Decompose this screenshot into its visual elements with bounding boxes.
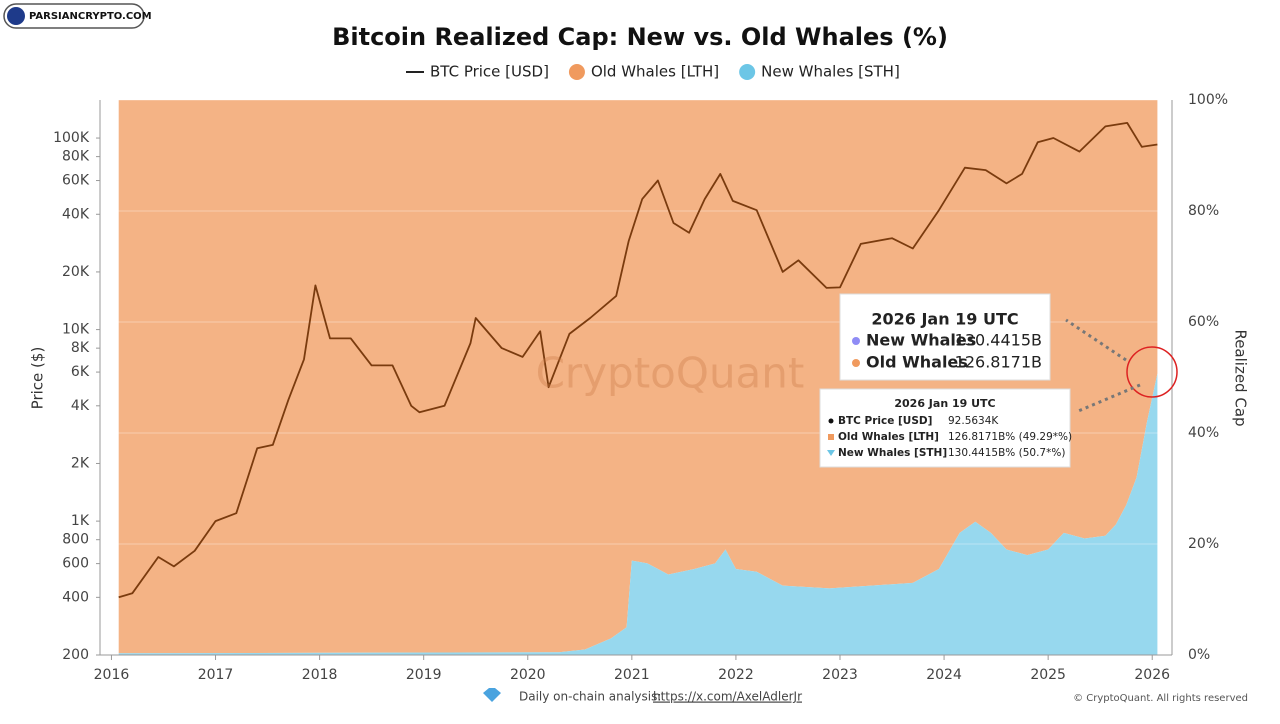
legend-marker bbox=[568, 64, 585, 80]
tooltip-value: 92.5634K bbox=[948, 415, 999, 427]
legend-label: BTC Price [USD] bbox=[430, 63, 549, 81]
tooltip-small bbox=[819, 388, 1071, 468]
tooltip-label: New Whales bbox=[866, 331, 976, 350]
tooltip-date: 2026 Jan 19 UTC bbox=[894, 397, 995, 410]
copyright: © CryptoQuant. All rights reserved bbox=[1073, 693, 1248, 704]
y-tick-label: 10K bbox=[62, 322, 90, 338]
x-tick-label: 2017 bbox=[198, 667, 234, 683]
tooltip-value: 130.4415B bbox=[955, 331, 1042, 350]
tooltip-label: Old Whales [LTH] bbox=[838, 431, 939, 443]
y-tick-label: 800 bbox=[62, 532, 89, 548]
logo-badge bbox=[3, 3, 145, 29]
x-tick-label: 2019 bbox=[406, 667, 442, 683]
footer-text: Daily on-chain analysis: bbox=[519, 690, 661, 704]
tooltip-large bbox=[839, 293, 1051, 381]
logo-text: PARSIANCRYPTO.COM bbox=[29, 11, 152, 22]
annotation: 2026 Jan 19 UTC New Whales 130.4415B Old… bbox=[819, 293, 1178, 468]
line bbox=[118, 122, 1158, 599]
x-tick-label: 2020 bbox=[510, 667, 546, 683]
y2-tick-label: 100% bbox=[1188, 92, 1228, 108]
tooltip-value: 130.4415B% (50.7*%) bbox=[948, 447, 1065, 459]
pointer-arrow bbox=[1075, 383, 1141, 414]
y-tick-label: 8K bbox=[71, 340, 90, 356]
watermark: CryptoQuant bbox=[536, 349, 805, 398]
y-tick-label: 6K bbox=[71, 364, 90, 380]
tooltip-value: 126.8171B% (49.29*%) bbox=[948, 431, 1072, 443]
x-tick-label: 2026 bbox=[1134, 667, 1170, 683]
x-tick-label: 2023 bbox=[822, 667, 858, 683]
tooltip-value: 126.8171B bbox=[955, 353, 1042, 372]
legend-label: Old Whales [LTH] bbox=[591, 63, 719, 81]
area bbox=[118, 100, 1158, 654]
tooltip-date: 2026 Jan 19 UTC bbox=[871, 310, 1018, 329]
y2-tick-label: 40% bbox=[1188, 425, 1219, 441]
legend-marker bbox=[739, 64, 756, 80]
x-tick-label: 2025 bbox=[1030, 667, 1066, 683]
y2-tick-label: 20% bbox=[1188, 536, 1219, 552]
x-tick-label: 2016 bbox=[94, 667, 130, 683]
y-tick-label: 200 bbox=[62, 647, 89, 663]
tooltip-label: BTC Price [USD] bbox=[838, 415, 932, 427]
y2-tick-label: 60% bbox=[1188, 314, 1219, 330]
y-tick-label: 600 bbox=[62, 556, 89, 572]
highlight-circle bbox=[1126, 346, 1178, 398]
y-tick-label: 60K bbox=[62, 173, 90, 189]
tooltip-label: New Whales [STH] bbox=[838, 447, 947, 459]
pointer-arrow bbox=[1065, 318, 1127, 362]
tooltip-dot bbox=[852, 337, 860, 345]
y-tick-label: 20K bbox=[62, 264, 90, 280]
tooltip-label: Old Whales bbox=[866, 353, 968, 372]
y2-tick-label: 0% bbox=[1188, 647, 1210, 663]
footer-icon bbox=[483, 688, 501, 702]
y-axis-label: Price ($) bbox=[29, 347, 47, 410]
x-tick-label: 2021 bbox=[614, 667, 650, 683]
y-tick-label: 2K bbox=[71, 455, 90, 471]
tooltip-dot bbox=[852, 359, 860, 367]
logo-icon bbox=[7, 7, 25, 25]
chart-title: Bitcoin Realized Cap: New vs. Old Whales… bbox=[332, 23, 948, 51]
y-tick-label: 100K bbox=[53, 130, 90, 146]
x-tick-label: 2024 bbox=[926, 667, 962, 683]
footer-link[interactable]: https://x.com/AxelAdlerJr bbox=[653, 690, 802, 704]
tooltip-dot bbox=[828, 434, 834, 440]
y-tick-label: 1K bbox=[71, 513, 90, 529]
legend-label: New Whales [STH] bbox=[761, 63, 900, 81]
x-tick-label: 2022 bbox=[718, 667, 754, 683]
y-tick-label: 400 bbox=[62, 589, 89, 605]
y2-axis-label: Realized Cap bbox=[1232, 329, 1250, 426]
y-tick-label: 80K bbox=[62, 149, 90, 165]
tooltip-dot bbox=[827, 450, 835, 456]
y-tick-label: 4K bbox=[71, 398, 90, 414]
tooltip-dot bbox=[828, 418, 834, 424]
y-tick-label: 40K bbox=[62, 206, 90, 222]
area bbox=[118, 373, 1158, 655]
x-tick-label: 2018 bbox=[302, 667, 338, 683]
y2-tick-label: 80% bbox=[1188, 203, 1219, 219]
